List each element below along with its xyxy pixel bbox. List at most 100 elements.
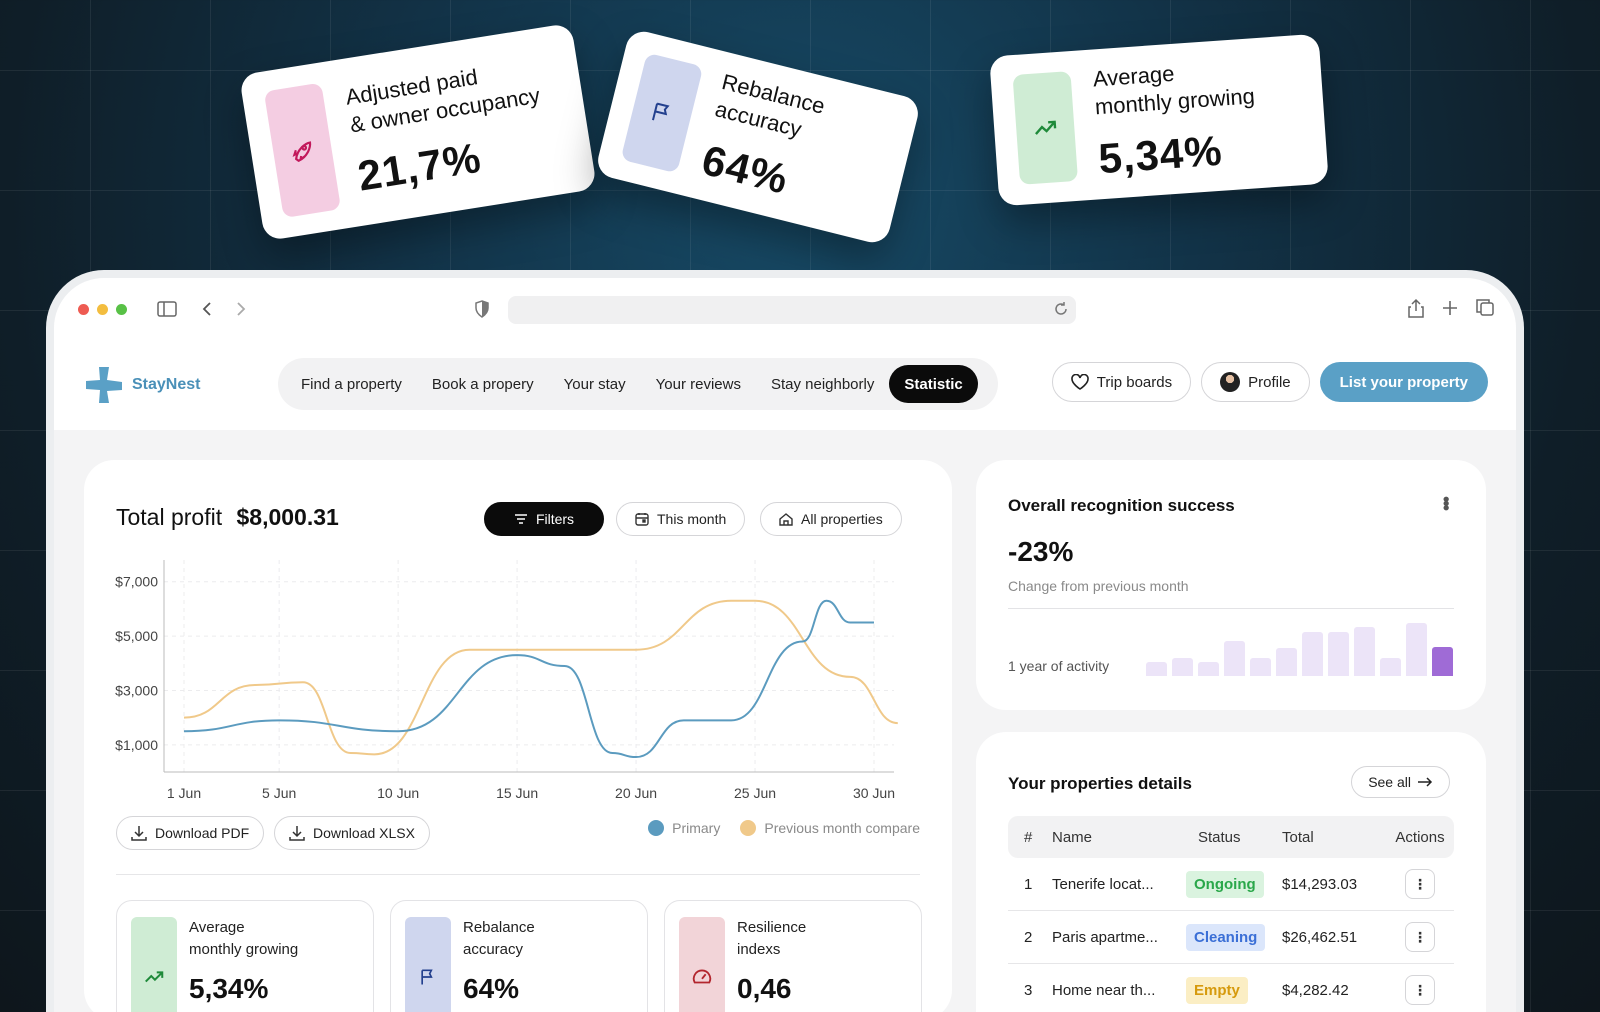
forward-icon[interactable] (235, 301, 247, 317)
period-select[interactable]: This month (616, 502, 746, 536)
x-tick-label: 15 Jun (496, 785, 538, 800)
property-name[interactable]: Paris apartme... (1052, 928, 1158, 946)
column-header[interactable]: Name (1052, 828, 1093, 846)
filter-icon (514, 514, 527, 524)
address-bar[interactable] (508, 296, 1076, 324)
property-name[interactable]: Tenerife locat... (1052, 875, 1154, 893)
device-frame: StayNest Find a property Book a propery … (46, 270, 1524, 1012)
header-actions: Trip boards Profile List your property (1051, 362, 1488, 402)
trend-up-icon (131, 917, 177, 1012)
nav-item-your-reviews[interactable]: Your reviews (655, 375, 741, 393)
activity-bar (1224, 641, 1245, 676)
activity-bar (1146, 662, 1167, 676)
chart-legend: Primary Previous month compare (648, 820, 920, 836)
profit-panel: Total profit $8,000.31 Filters This mont… (84, 460, 952, 1012)
scope-select[interactable]: All properties (760, 502, 902, 536)
logo[interactable]: StayNest (84, 365, 200, 405)
share-icon[interactable] (1408, 298, 1424, 318)
profit-label: Total profit (116, 504, 223, 530)
stat-label: accuracy (463, 941, 524, 958)
x-tick-label: 20 Jun (615, 785, 657, 800)
column-header[interactable]: Total (1282, 828, 1314, 846)
x-tick-label: 30 Jun (853, 785, 895, 800)
table-row[interactable]: 1 Tenerife locat... Ongoing $14,293.03 ⋮ (1008, 858, 1454, 911)
filters-button[interactable]: Filters (484, 502, 604, 536)
gauge-icon (679, 917, 725, 1012)
period-label: This month (657, 511, 727, 527)
legend-label-previous: Previous month compare (764, 820, 920, 836)
download-xlsx-button[interactable]: Download XLSX (274, 816, 430, 850)
reload-icon[interactable] (1054, 301, 1068, 322)
stat-value: 5,34% (189, 973, 269, 1004)
column-header[interactable]: Status (1198, 828, 1241, 846)
recognition-subtitle: Change from previous month (1008, 578, 1189, 594)
browser-window: StayNest Find a property Book a propery … (54, 278, 1516, 1012)
profit-amount: $8,000.31 (236, 504, 339, 530)
nav-item-book-property[interactable]: Book a propery (431, 375, 534, 393)
total-cell: $14,293.03 (1282, 875, 1358, 893)
stat-label: monthly growing (189, 941, 299, 958)
property-name[interactable]: Home near th... (1052, 981, 1156, 999)
table-row[interactable]: 3 Home near th... Empty $4,282.42 ⋮ (1008, 964, 1454, 1012)
download-pdf-button[interactable]: Download PDF (116, 816, 265, 850)
more-options-icon[interactable]: ••• (1436, 496, 1456, 509)
x-tick-label: 5 Jun (262, 785, 296, 800)
status-cell: Ongoing (1186, 870, 1282, 898)
recognition-value: -23% (1008, 536, 1074, 567)
calendar-icon (635, 513, 649, 526)
main-nav: Find a property Book a propery Your stay… (278, 358, 998, 410)
trend-up-icon (1012, 71, 1079, 185)
activity-bar (1198, 662, 1219, 676)
row-actions-button[interactable]: ⋮ (1405, 869, 1435, 899)
download-icon (289, 826, 305, 841)
legend-item-primary: Primary (648, 820, 720, 836)
maximize-window-button[interactable] (116, 303, 127, 315)
minimize-window-button[interactable] (97, 303, 108, 315)
table-row[interactable]: 2 Paris apartme... Cleaning $26,462.51 ⋮ (1008, 911, 1454, 964)
window-controls (78, 303, 127, 315)
see-all-button[interactable]: See all (1351, 766, 1450, 798)
nav-item-statistic[interactable]: Statistic (889, 365, 978, 403)
nav-item-stay-neighborly[interactable]: Stay neighborly (770, 375, 875, 393)
row-number: 3 (1024, 981, 1033, 999)
new-tab-icon[interactable] (1442, 300, 1458, 316)
properties-table: # Name Status Total Actions 1 Tenerife l… (1008, 816, 1454, 1012)
y-tick-label: $1,000 (115, 737, 158, 753)
activity-bar (1276, 648, 1297, 676)
stat-card-resilience: Resilience indexs 0,46 (664, 900, 922, 1012)
y-tick-label: $3,000 (115, 682, 158, 698)
list-property-button[interactable]: List your property (1319, 362, 1488, 402)
shield-icon[interactable] (474, 300, 490, 318)
total-cell: $4,282.42 (1282, 981, 1349, 999)
see-all-label: See all (1368, 774, 1411, 790)
tabs-overview-icon[interactable] (1476, 298, 1494, 316)
legend-label-primary: Primary (672, 820, 721, 836)
profile-button[interactable]: Profile (1201, 362, 1310, 402)
nav-item-your-stay[interactable]: Your stay (563, 375, 626, 393)
floating-card-value: 5,34% (1096, 126, 1224, 183)
properties-title: Your properties details (1008, 774, 1192, 793)
back-icon[interactable] (201, 301, 213, 317)
series-line-previous-month-compare (183, 599, 898, 756)
stat-label: indexs (737, 941, 781, 958)
dashboard-content: Total profit $8,000.31 Filters This mont… (54, 430, 1516, 1012)
trip-boards-button[interactable]: Trip boards (1051, 362, 1192, 402)
x-tick-label: 25 Jun (734, 785, 776, 800)
logo-mark-icon (86, 367, 122, 403)
table-header: # Name Status Total Actions (1008, 816, 1454, 858)
status-cell: Empty (1186, 976, 1282, 1004)
close-window-button[interactable] (78, 303, 89, 315)
row-actions-button[interactable]: ⋮ (1405, 975, 1435, 1005)
sidebar-toggle-icon[interactable] (157, 301, 177, 317)
nav-item-find-property[interactable]: Find a property (301, 375, 402, 393)
series-line-primary (183, 599, 874, 759)
activity-bar-chart (1146, 620, 1453, 676)
scope-label: All properties (801, 511, 883, 527)
row-actions-button[interactable]: ⋮ (1405, 922, 1435, 952)
flag-icon (405, 917, 451, 1012)
properties-panel: Your properties details See all # Name S… (976, 732, 1486, 1012)
filters-label: Filters (535, 511, 575, 527)
heart-icon (1070, 374, 1089, 390)
legend-swatch-primary (648, 820, 665, 836)
arrow-right-icon (1418, 777, 1433, 787)
